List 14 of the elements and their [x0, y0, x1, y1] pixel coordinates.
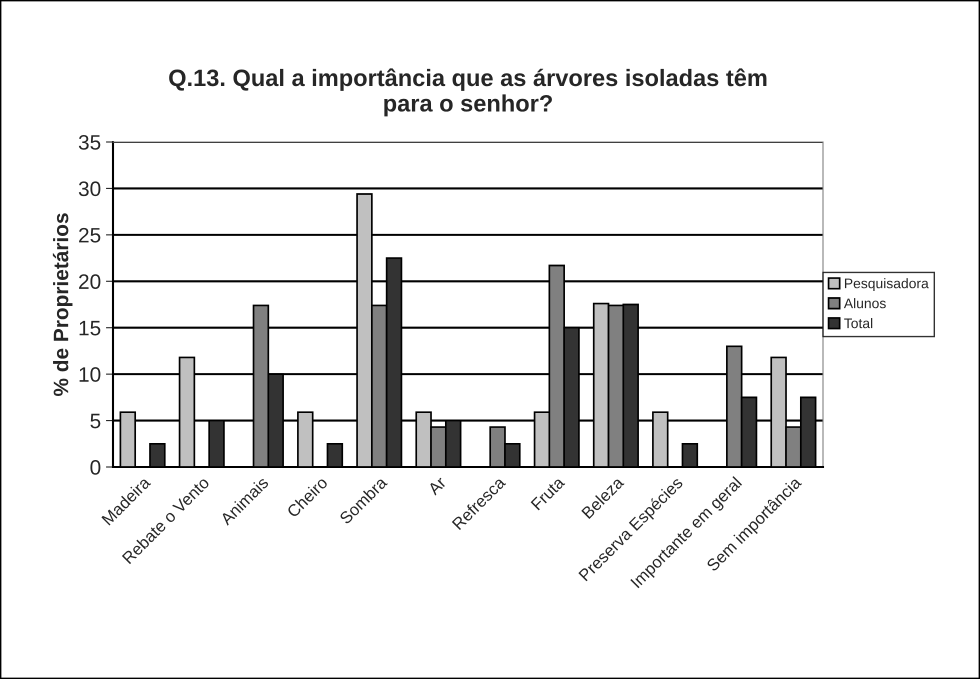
y-tick-label: 30 — [78, 181, 100, 196]
y-tick-label: 5 — [90, 414, 100, 428]
y-tick-label: 10 — [80, 367, 100, 382]
y-axis-title: % de Proprietários — [52, 213, 72, 396]
y-tick-label: 20 — [79, 274, 100, 290]
y-tick-label: 35 — [78, 135, 100, 150]
x-tick-label: Ar — [427, 476, 447, 496]
legend-label: Alunos — [844, 298, 886, 308]
y-tick-label: 25 — [79, 228, 100, 243]
y-tick-label: 15 — [80, 320, 100, 336]
legend-label: Total — [844, 318, 872, 328]
y-tick-label: 0 — [90, 460, 100, 475]
chart-title: Q.13. Qual a importância que as árvores isoladas têm para o senhor? — [169, 68, 766, 116]
legend-label: Pesquisadora — [844, 278, 929, 292]
